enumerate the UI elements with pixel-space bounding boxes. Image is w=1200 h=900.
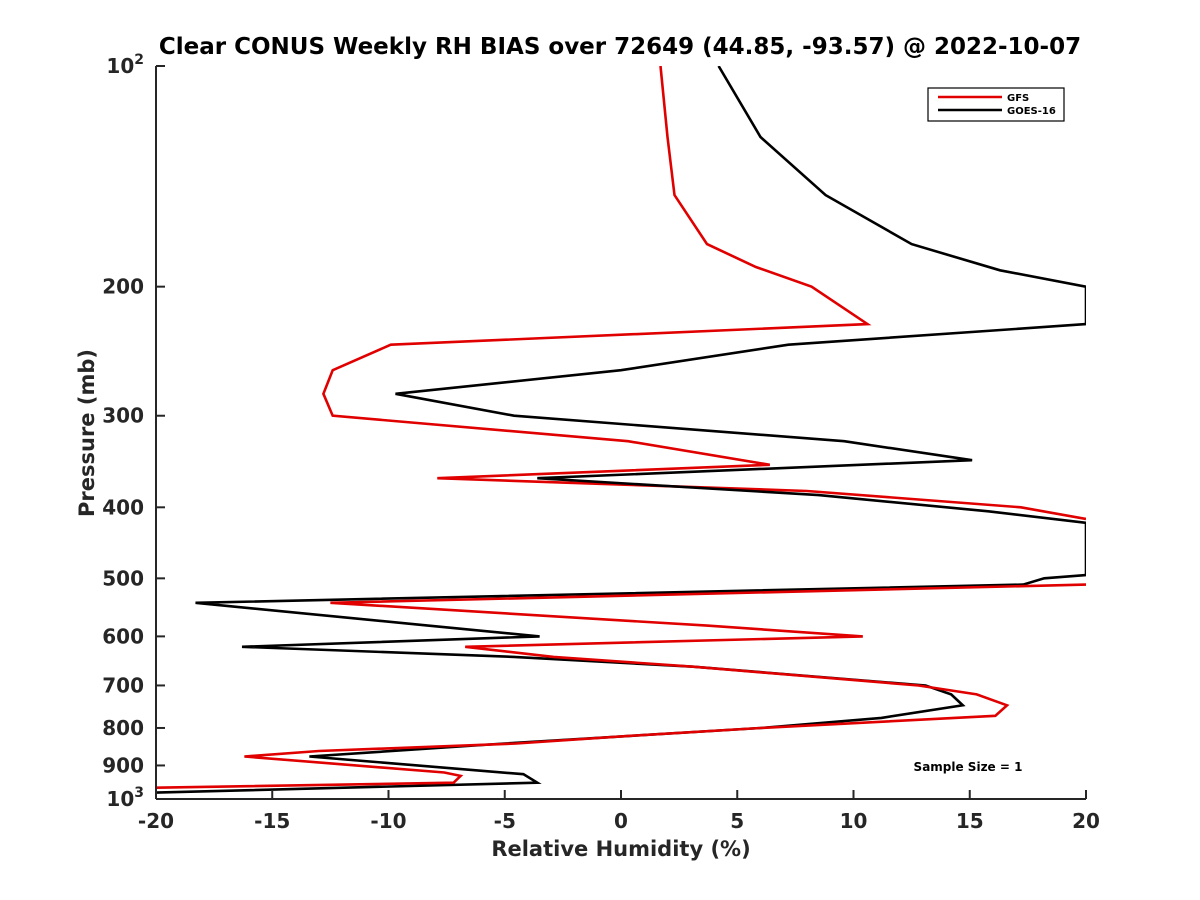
x-tick-label: 20 (1072, 809, 1100, 833)
series-layer (156, 66, 1086, 794)
x-tick-label: 0 (614, 809, 628, 833)
x-tick-label: 10 (840, 809, 868, 833)
y-tick-label: 300 (102, 404, 144, 428)
y-tick-label: 102 (106, 52, 144, 78)
sample-size-annotation: Sample Size = 1 (914, 760, 1023, 774)
x-tick-label: 15 (956, 809, 984, 833)
x-tick-label: 5 (730, 809, 744, 833)
y-tick-label: 900 (102, 753, 144, 777)
legend-box (927, 87, 1065, 122)
legend-label-gfs: GFS (1007, 93, 1029, 104)
x-tick-label: -15 (254, 809, 290, 833)
legend: GFS GOES-16 (927, 87, 1065, 122)
y-tick-label: 600 (102, 624, 144, 648)
series-line-goes16-1 (156, 66, 1086, 794)
y-tick-label: 500 (102, 566, 144, 590)
axes: -20 -15 -10 -5 0 5 10 15 20 102 200 300 400 500 600 700… (102, 52, 1100, 833)
series-line-gfs-0 (321, 66, 1086, 521)
y-tick-label: 103 (106, 785, 144, 811)
x-tick-label: -10 (370, 809, 406, 833)
y-tick-label: 800 (102, 716, 144, 740)
y-tick-label: 400 (102, 495, 144, 519)
series-line-gfs-2 (156, 583, 1086, 789)
y-tick-label: 200 (102, 275, 144, 299)
x-tick-label: -20 (138, 809, 174, 833)
chart-title: Clear CONUS Weekly RH BIAS over 72649 (4… (159, 34, 1081, 60)
y-axis-label: Pressure (mb) (75, 349, 99, 517)
x-axis-label: Relative Humidity (%) (491, 837, 750, 861)
x-tick-label: -5 (494, 809, 516, 833)
y-tick-label: 700 (102, 673, 144, 697)
legend-label-goes16: GOES-16 (1007, 106, 1056, 117)
